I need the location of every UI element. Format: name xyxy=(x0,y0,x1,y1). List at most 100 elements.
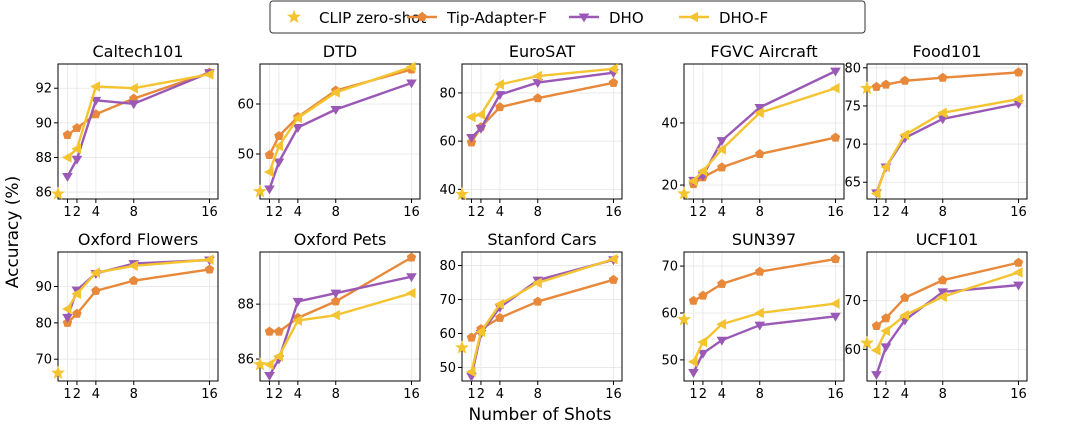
data-point xyxy=(264,185,275,195)
data-point xyxy=(871,321,882,331)
zero-shot-star-icon xyxy=(454,186,470,201)
series-line-dho xyxy=(470,71,614,139)
x-tick-label: 2 xyxy=(275,387,283,402)
x-tick-label: 8 xyxy=(130,387,138,402)
subplot-caltech101: Caltech101 1 2 4 8 16 86 88 90 92 xyxy=(35,42,219,220)
x-tick-label: 1 xyxy=(872,387,880,402)
data-point xyxy=(128,100,140,110)
data-point xyxy=(880,161,891,173)
data-point xyxy=(697,349,709,359)
x-tick-label: 4 xyxy=(294,387,302,402)
legend-frame xyxy=(269,0,866,34)
data-point xyxy=(264,150,275,160)
data-point xyxy=(274,326,284,336)
data-point xyxy=(90,96,102,106)
x-tick-label: 1 xyxy=(265,205,273,220)
data-point xyxy=(330,87,340,98)
data-point xyxy=(71,143,82,155)
data-point xyxy=(466,332,477,342)
data-point xyxy=(937,291,947,303)
data-point xyxy=(406,252,417,262)
x-tick-label: 16 xyxy=(605,205,622,220)
data-point xyxy=(274,131,284,141)
data-point xyxy=(495,102,505,112)
axes-frame xyxy=(866,251,1028,382)
y-tick-label: 70 xyxy=(844,294,861,309)
data-point xyxy=(90,81,100,92)
subplot-title: Stanford Cars xyxy=(487,230,596,249)
x-tick-label: 4 xyxy=(92,387,100,402)
data-point xyxy=(881,313,891,323)
data-point xyxy=(717,278,727,288)
data-point xyxy=(72,123,82,133)
subplot-title: Food101 xyxy=(913,42,982,61)
data-point xyxy=(900,292,910,302)
data-point xyxy=(465,111,476,123)
series-line-dho-f xyxy=(875,271,1019,351)
subplot-title: DTD xyxy=(323,42,357,61)
data-point xyxy=(688,369,699,378)
x-tick-label: 1 xyxy=(689,387,697,402)
data-point xyxy=(871,81,882,91)
data-point xyxy=(204,264,215,274)
data-point xyxy=(900,75,910,85)
y-tick-label: 80 xyxy=(844,61,861,76)
x-axis-label: Number of Shots xyxy=(469,405,612,425)
data-point xyxy=(899,309,909,321)
series-line-dho xyxy=(268,81,412,190)
data-point xyxy=(754,307,764,319)
y-tick-label: 80 xyxy=(439,259,456,274)
x-tick-label: 2 xyxy=(73,387,81,402)
x-tick-label: 2 xyxy=(477,387,485,402)
y-tick-label: 90 xyxy=(35,116,52,131)
data-point xyxy=(755,149,765,159)
y-tick-label: 40 xyxy=(439,183,456,198)
data-point xyxy=(330,106,342,115)
data-point xyxy=(494,298,504,310)
data-point xyxy=(61,303,72,315)
axes-frame xyxy=(259,63,421,200)
series-line-tip-adapter-f xyxy=(470,81,614,143)
x-tick-label: 2 xyxy=(882,387,890,402)
data-point xyxy=(532,70,542,82)
x-tick-label: 4 xyxy=(718,205,726,220)
x-tick-label: 8 xyxy=(332,387,340,402)
data-point xyxy=(697,336,708,348)
data-point xyxy=(716,144,726,155)
data-point xyxy=(870,188,881,199)
x-tick-label: 16 xyxy=(1010,205,1027,220)
data-point xyxy=(716,137,728,147)
data-point xyxy=(61,152,72,163)
subplot-title: Caltech101 xyxy=(92,42,183,61)
zero-shot-star-icon xyxy=(676,186,692,200)
subplot-dtd: DTD 1 2 4 8 16 50 60 xyxy=(237,42,421,220)
data-point xyxy=(607,253,618,265)
legend-label: DHO-F xyxy=(719,9,768,27)
data-point xyxy=(533,296,543,306)
y-tick-label: 60 xyxy=(661,306,678,321)
y-tick-label: 70 xyxy=(844,138,861,153)
axes-frame xyxy=(683,63,845,200)
data-point xyxy=(466,134,477,143)
data-point xyxy=(608,77,619,87)
legend-marker-icon xyxy=(688,11,699,23)
y-tick-label: 80 xyxy=(439,86,456,101)
x-tick-label: 4 xyxy=(901,205,909,220)
legend-marker-icon xyxy=(286,9,302,23)
subplot-ucf101: UCF101 1 2 4 8 16 60 70 xyxy=(844,230,1028,402)
series-line-dho xyxy=(268,275,412,377)
subplot-title: UCF101 xyxy=(916,230,979,249)
data-point xyxy=(405,287,416,299)
data-point xyxy=(273,158,285,168)
data-point xyxy=(1013,67,1024,77)
data-point xyxy=(829,298,840,309)
data-point xyxy=(830,254,841,264)
y-tick-label: 70 xyxy=(439,293,456,308)
x-tick-label: 2 xyxy=(699,205,707,220)
data-point xyxy=(754,321,766,331)
series-line-dho xyxy=(692,315,836,374)
zero-shot-star-icon xyxy=(252,184,268,198)
zero-shot-star-icon xyxy=(859,335,875,349)
data-point xyxy=(263,166,274,178)
data-point xyxy=(71,155,83,165)
